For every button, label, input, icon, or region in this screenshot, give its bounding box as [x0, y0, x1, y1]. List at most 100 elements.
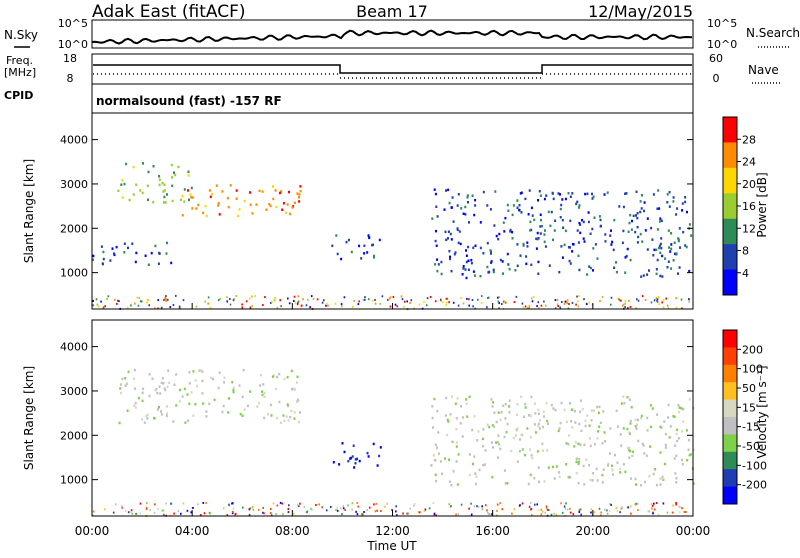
heatmap-cell: [547, 509, 550, 511]
heatmap-cell: [511, 512, 513, 515]
heatmap-cell: [528, 306, 530, 309]
heatmap-cell: [486, 509, 488, 512]
heatmap-cell: [688, 223, 691, 226]
heatmap-cell: [530, 454, 533, 457]
heatmap-cell: [269, 403, 272, 407]
heatmap-cell: [505, 430, 508, 434]
colorbar-tick-label: 24: [742, 156, 756, 169]
heatmap-cell: [261, 393, 264, 397]
heatmap-cell: [520, 433, 523, 437]
heatmap-cell: [598, 425, 601, 428]
heatmap-cell: [347, 504, 349, 507]
heatmap-cell: [681, 507, 683, 510]
heatmap-cell: [294, 388, 297, 391]
heatmap-cell: [205, 415, 208, 418]
colorbar-swatch: [723, 382, 737, 401]
heatmap-cell: [583, 298, 585, 301]
heatmap-cell: [687, 448, 690, 451]
heatmap-cell: [594, 243, 597, 246]
heatmap-cell: [272, 502, 275, 505]
heatmap-cell: [375, 502, 378, 505]
heatmap-cell: [279, 501, 282, 504]
heatmap-cell: [678, 410, 681, 414]
heatmap-cell: [172, 304, 175, 306]
heatmap-cell: [468, 304, 470, 307]
heatmap-cell: [671, 511, 674, 514]
heatmap-cell: [360, 257, 363, 260]
heatmap-cell: [362, 299, 365, 301]
heatmap-cell: [366, 251, 369, 254]
heatmap-cell: [336, 506, 338, 509]
colorbar-swatch: [723, 364, 737, 383]
heatmap-cell: [452, 301, 455, 304]
heatmap-cell: [171, 199, 174, 203]
heatmap-cell: [165, 502, 167, 505]
heatmap-cell: [297, 300, 300, 303]
x-tick-label: 00:00: [75, 524, 110, 538]
heatmap-cell: [648, 475, 651, 478]
heatmap-cell: [575, 202, 578, 206]
heatmap-cell: [270, 301, 272, 304]
heatmap-cell: [687, 438, 690, 442]
heatmap-cell: [161, 509, 164, 512]
heatmap-cell: [245, 300, 248, 303]
heatmap-cell: [543, 197, 546, 201]
heatmap-cell: [568, 507, 571, 510]
heatmap-cell: [282, 513, 284, 516]
heatmap-cell: [144, 254, 147, 257]
heatmap-cell: [102, 262, 104, 266]
heatmap-cell: [457, 193, 460, 196]
heatmap-cell: [590, 508, 593, 511]
heatmap-cell: [288, 302, 291, 305]
heatmap-cell: [492, 270, 495, 274]
heatmap-cell: [619, 433, 622, 436]
heatmap-cell: [494, 190, 497, 193]
heatmap-cell: [584, 424, 587, 428]
heatmap-cell: [662, 502, 665, 505]
heatmap-cell: [553, 229, 556, 232]
heatmap-cell: [509, 230, 512, 233]
heatmap-cell: [675, 297, 677, 300]
heatmap-cell: [160, 381, 163, 385]
heatmap-cell: [175, 373, 178, 376]
heatmap-cell: [276, 416, 279, 420]
heatmap-cell: [624, 300, 627, 303]
heatmap-cell: [448, 301, 450, 304]
heatmap-cell: [92, 254, 95, 258]
heatmap-cell: [163, 189, 166, 192]
heatmap-cell: [280, 305, 282, 308]
heatmap-cell: [627, 448, 630, 452]
heatmap-cell: [100, 300, 102, 303]
heatmap-cell: [640, 414, 643, 418]
heatmap-cell: [433, 188, 436, 191]
heatmap-cell: [526, 245, 529, 248]
heatmap-cell: [556, 298, 559, 301]
heatmap-cell: [482, 190, 485, 194]
heatmap-cell: [440, 260, 443, 264]
heatmap-cell: [373, 503, 375, 506]
heatmap-cell: [139, 189, 142, 192]
heatmap-cell: [455, 428, 458, 431]
heatmap-cell: [448, 458, 451, 461]
heatmap-cell: [177, 165, 180, 169]
heatmap-cell: [660, 219, 663, 223]
heatmap-cell: [178, 400, 181, 403]
heatmap-cell: [488, 270, 491, 274]
heatmap-cell: [503, 230, 506, 233]
heatmap-cell: [289, 416, 292, 419]
heatmap-cell: [92, 258, 94, 261]
heatmap-cell: [630, 477, 632, 480]
heatmap-cell: [168, 381, 171, 385]
heatmap-cell: [261, 190, 264, 193]
heatmap-cell: [310, 295, 313, 298]
heatmap-cell: [547, 210, 550, 214]
heatmap-cell: [575, 460, 578, 464]
heatmap-cell: [251, 212, 254, 215]
heatmap-cell: [436, 215, 439, 218]
heatmap-cell: [367, 234, 370, 237]
heatmap-cell: [672, 196, 675, 199]
heatmap-cell: [381, 295, 384, 298]
heatmap-cell: [232, 507, 235, 510]
freq-bottom-tick: 8: [67, 72, 74, 85]
heatmap-cell: [134, 260, 137, 264]
